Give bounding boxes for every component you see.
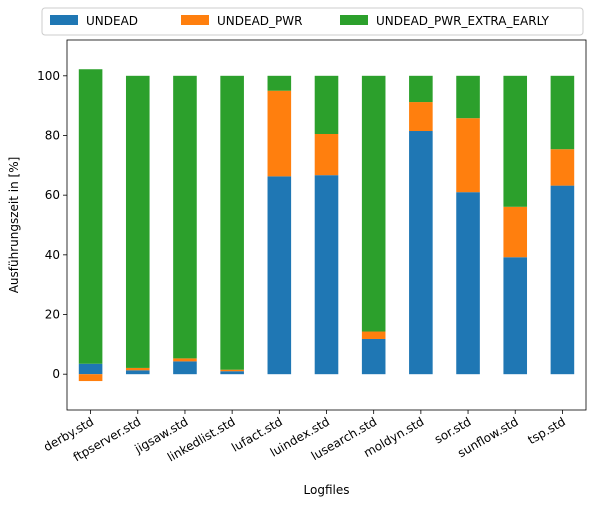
bar-undead-pwr-extra-early-tsp-std bbox=[550, 75, 575, 150]
x-tick-label-tsp-std: tsp.std bbox=[525, 414, 567, 447]
bar-undead-pwr-extra-early-moldyn-std bbox=[409, 75, 433, 103]
bars bbox=[78, 69, 575, 382]
bar-undead-pwr-moldyn-std bbox=[409, 102, 433, 132]
bar-undead-luindex-std bbox=[314, 175, 339, 375]
bar-undead-sunflow-std bbox=[503, 257, 528, 375]
bar-undead-linkedlist-std bbox=[220, 371, 244, 375]
bar-undead-lusearch-std bbox=[361, 338, 386, 375]
y-tick-label: 40 bbox=[45, 248, 60, 262]
legend-swatch-undead-pwr-extra-early bbox=[340, 15, 368, 25]
bar-undead-pwr-sor-std bbox=[456, 118, 480, 193]
bar-undead-pwr-ftpserver-std bbox=[125, 367, 150, 371]
y-tick-label: 60 bbox=[45, 188, 60, 202]
bar-undead-pwr-luindex-std bbox=[314, 133, 339, 176]
bar-undead-pwr-lusearch-std bbox=[361, 331, 386, 339]
y-axis: 0 20 40 60 80 100 bbox=[37, 69, 67, 381]
bar-undead-pwr-extra-early-linkedlist-std bbox=[220, 75, 244, 370]
legend-label-undead-pwr-extra-early: UNDEAD_PWR_EXTRA_EARLY bbox=[376, 14, 550, 28]
y-tick-label: 0 bbox=[52, 367, 60, 381]
legend-frame bbox=[41, 7, 584, 36]
bar-undead-pwr-extra-early-jigsaw-std bbox=[173, 75, 197, 359]
x-axis-label: Logfiles bbox=[304, 483, 350, 497]
bar-undead-pwr-extra-early-ftpserver-std bbox=[125, 75, 150, 368]
bar-undead-pwr-tsp-std bbox=[550, 149, 575, 186]
legend-swatch-undead-pwr bbox=[181, 15, 209, 25]
bar-undead-pwr-derby-std bbox=[78, 374, 103, 382]
bar-undead-pwr-extra-early-luindex-std bbox=[314, 75, 339, 134]
bar-undead-lufact-std bbox=[267, 176, 292, 375]
bar-undead-pwr-extra-early-sor-std bbox=[456, 75, 480, 119]
legend-swatch-undead bbox=[50, 15, 78, 25]
y-tick-label: 20 bbox=[45, 308, 60, 322]
bar-undead-pwr-jigsaw-std bbox=[173, 358, 197, 362]
bar-undead-pwr-extra-early-derby-std bbox=[78, 69, 103, 364]
y-tick-label: 100 bbox=[37, 69, 60, 83]
bar-undead-jigsaw-std bbox=[173, 361, 197, 375]
legend: UNDEAD UNDEAD_PWR UNDEAD_PWR_EXTRA_EARLY bbox=[41, 7, 584, 36]
legend-label-undead-pwr: UNDEAD_PWR bbox=[217, 14, 302, 28]
y-axis-label: Ausführungszeit in [%] bbox=[7, 157, 21, 294]
bar-undead-moldyn-std bbox=[409, 131, 433, 375]
bar-undead-pwr-extra-early-sunflow-std bbox=[503, 75, 528, 207]
bar-undead-pwr-extra-early-lusearch-std bbox=[361, 75, 386, 332]
bar-undead-pwr-extra-early-lufact-std bbox=[267, 75, 292, 91]
bar-undead-ftpserver-std bbox=[125, 370, 150, 375]
x-axis: derby.stdftpserver.stdjigsaw.stdlinkedli… bbox=[41, 410, 568, 465]
bar-undead-pwr-linkedlist-std bbox=[220, 369, 244, 372]
y-tick-label: 80 bbox=[45, 128, 60, 142]
bar-undead-pwr-sunflow-std bbox=[503, 206, 528, 258]
bar-undead-derby-std bbox=[78, 363, 103, 375]
bar-undead-tsp-std bbox=[550, 185, 575, 375]
bar-undead-pwr-lufact-std bbox=[267, 90, 292, 177]
legend-label-undead: UNDEAD bbox=[86, 14, 138, 28]
bar-undead-sor-std bbox=[456, 192, 480, 375]
